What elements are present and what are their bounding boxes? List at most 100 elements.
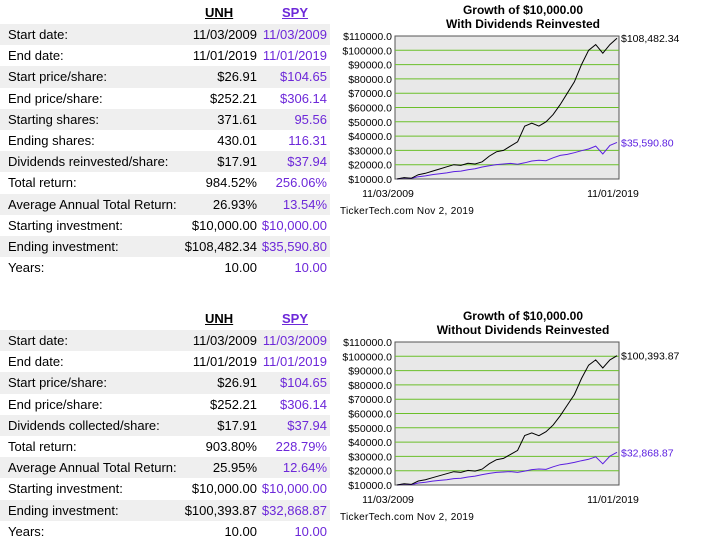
spy-value: 11/01/2019 <box>262 354 327 370</box>
y-tick-label: $70000.0 <box>348 88 392 100</box>
y-tick-label: $30000.0 <box>348 451 392 463</box>
table-row: Start date: 11/03/2009 11/03/2009 <box>0 24 330 46</box>
unh-value: 371.61 <box>217 111 257 127</box>
y-tick-label: $10000.0 <box>348 480 392 492</box>
row-label: Years: <box>8 523 45 539</box>
y-tick-label: $100000.0 <box>342 45 392 57</box>
spy-value: 256.06% <box>275 175 327 191</box>
y-tick-label: $60000.0 <box>348 103 392 115</box>
spy-value: 12.64% <box>282 460 327 476</box>
unh-value: 430.01 <box>217 132 257 148</box>
y-tick-label: $90000.0 <box>348 60 392 72</box>
row-label: Starting investment: <box>8 217 123 233</box>
table-row: End price/share: $252.21 $306.14 <box>0 88 330 109</box>
table-row: Starting investment: $10,000.00 $10,000.00 <box>0 215 330 236</box>
row-label: Start price/share: <box>8 69 107 85</box>
series-line-spy <box>396 451 618 486</box>
row-label: Ending investment: <box>8 238 119 254</box>
end-label-spy: $32,868.87 <box>621 447 674 459</box>
spy-value: $10,000.00 <box>261 481 327 497</box>
spy-value: $10,000.00 <box>261 217 327 233</box>
unh-value: $10,000.00 <box>191 217 257 233</box>
table-row: Ending shares: 430.01 116.31 <box>0 130 330 151</box>
y-tick-label: $110000.0 <box>343 337 392 349</box>
table-rows: Start date: 11/03/2009 11/03/2009 End date:… <box>0 330 330 542</box>
y-tick-label: $40000.0 <box>348 437 392 449</box>
comparison-table: UNH SPY Start date: 11/03/2009 11/03/2009 E… <box>0 3 330 278</box>
spy-value: 11/03/2009 <box>262 27 327 42</box>
unh-value: 11/03/2009 <box>192 27 257 42</box>
y-tick-label: $10000.0 <box>348 174 392 186</box>
y-tick-label: $90000.0 <box>348 366 392 378</box>
column-header-spy[interactable]: SPY <box>282 5 309 20</box>
y-tick-label: $80000.0 <box>348 74 392 86</box>
unh-value: $17.91 <box>217 154 257 170</box>
unh-value: 11/03/2009 <box>192 333 257 348</box>
y-tick-label: $100000.0 <box>342 351 392 363</box>
y-tick-label: $20000.0 <box>348 466 392 478</box>
chart-svg: $10000.0 $20000.0 $30000.0 $40000.0 $50000.0… <box>342 31 680 200</box>
table-row: Ending investment: $108,482.34 $35,590.80 <box>0 235 330 258</box>
x-tick-label: 11/01/2019 <box>587 494 639 506</box>
comparison-block-with-dividends: UNH SPY Start date: 11/03/2009 11/03/2009 E… <box>0 0 719 278</box>
table-row: Start price/share: $26.91 $104.65 <box>0 372 330 394</box>
spy-value: $37.94 <box>287 154 327 170</box>
unh-value: 26.93% <box>212 196 257 212</box>
y-tick-label: $60000.0 <box>348 409 392 421</box>
row-label: Start price/share: <box>8 375 107 391</box>
spy-value: 11/03/2009 <box>262 333 327 348</box>
row-label: End date: <box>8 354 64 370</box>
row-label: Ending shares: <box>8 132 95 148</box>
end-label-unh: $108,482.34 <box>621 33 680 45</box>
unh-value: 11/01/2019 <box>192 354 257 370</box>
spy-value: $32,868.87 <box>261 502 327 518</box>
column-header-spy[interactable]: SPY <box>282 311 309 326</box>
unh-value: $10,000.00 <box>191 481 257 497</box>
table-row: End date: 11/01/2019 11/01/2019 <box>0 351 330 372</box>
table-row: End price/share: $252.21 $306.14 <box>0 394 330 415</box>
table-row: Start price/share: $26.91 $104.65 <box>0 66 330 88</box>
unh-value: $252.21 <box>210 90 257 106</box>
row-label: Ending investment: <box>8 502 119 518</box>
table-header: UNH SPY <box>0 3 330 24</box>
unh-value: $108,482.34 <box>184 238 257 254</box>
row-label: Starting investment: <box>8 481 123 497</box>
comparison-block-without-dividends: UNH SPY Start date: 11/03/2009 11/03/2009 E… <box>0 306 719 540</box>
row-label: Average Annual Total Return: <box>8 460 177 476</box>
x-tick-label: 11/01/2019 <box>587 188 639 200</box>
row-label: Average Annual Total Return: <box>8 196 177 212</box>
comparison-table: UNH SPY Start date: 11/03/2009 11/03/2009 E… <box>0 309 330 542</box>
table-row: Years: 10.00 10.00 <box>0 521 330 542</box>
end-label-unh: $100,393.87 <box>621 351 680 363</box>
growth-chart: Growth of $10,000.00 With Dividends Rein… <box>333 0 719 225</box>
y-tick-label: $20000.0 <box>348 160 392 172</box>
table-row: Starting investment: $10,000.00 $10,000.00 <box>0 478 330 499</box>
spy-value: $104.65 <box>280 375 327 391</box>
table-row: Total return: 984.52% 256.06% <box>0 172 330 193</box>
column-header-unh[interactable]: UNH <box>205 5 234 20</box>
table-header: UNH SPY <box>0 309 330 330</box>
table-rows: Start date: 11/03/2009 11/03/2009 End date:… <box>0 24 330 278</box>
y-tick-label: $30000.0 <box>348 145 392 157</box>
table-row: Ending investment: $100,393.87 $32,868.87 <box>0 499 330 521</box>
row-label: Start date: <box>8 27 68 42</box>
y-tick-label: $70000.0 <box>348 394 392 406</box>
chart-title-line-1: Growth of $10,000.00 <box>462 3 584 17</box>
series-line-spy <box>396 141 618 180</box>
growth-chart: Growth of $10,000.00 Without Dividends R… <box>333 306 719 531</box>
unh-value: 10.00 <box>224 523 257 539</box>
spy-value: 116.31 <box>288 132 327 148</box>
spy-value: 13.54% <box>282 196 327 212</box>
unh-value: $252.21 <box>210 396 257 412</box>
table-row: Dividends collected/share: $17.91 $37.94 <box>0 414 330 436</box>
unh-value: 25.95% <box>212 460 257 476</box>
row-label: End price/share: <box>8 396 103 412</box>
x-tick-label: 11/03/2009 <box>362 188 414 200</box>
column-header-unh[interactable]: UNH <box>205 311 234 326</box>
unh-value: $26.91 <box>217 375 257 391</box>
row-label: Years: <box>8 260 45 276</box>
row-label: Dividends reinvested/share: <box>8 154 169 170</box>
row-label: End date: <box>8 48 64 64</box>
row-label: Total return: <box>8 175 77 191</box>
spy-value: 228.79% <box>275 438 327 454</box>
